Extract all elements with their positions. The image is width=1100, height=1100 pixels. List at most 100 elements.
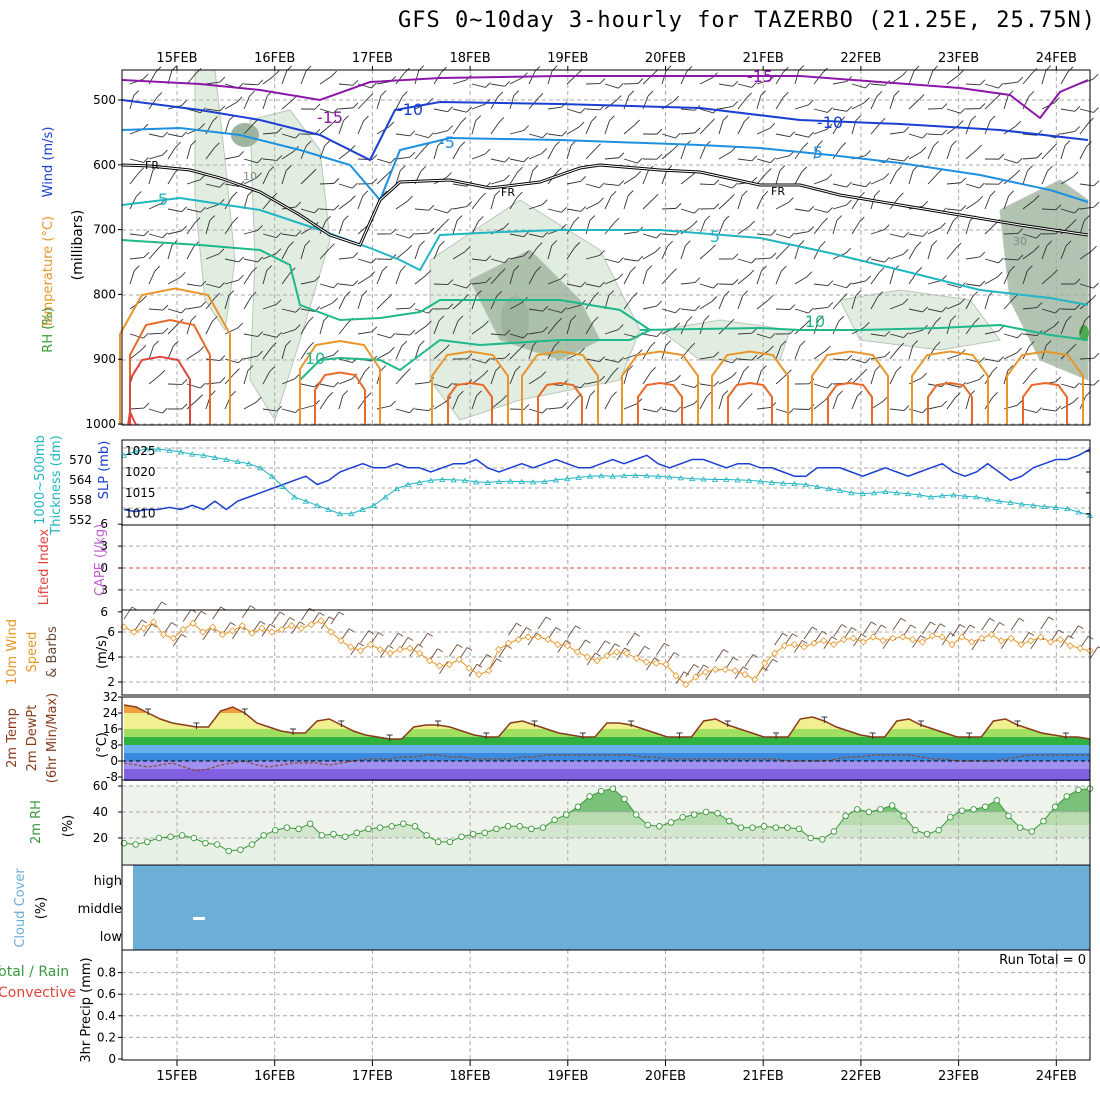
rh-shade xyxy=(839,289,1001,351)
wind-barb-flag xyxy=(876,90,883,97)
wind-barb xyxy=(794,104,809,110)
thickness-point xyxy=(757,478,764,484)
wind-barb-flag xyxy=(768,345,774,352)
y-tick-label: 800 xyxy=(93,287,116,301)
date-label-top: 16FEB xyxy=(254,51,295,66)
wind-barb xyxy=(490,357,506,360)
wind-barb xyxy=(243,401,257,410)
wind-barb xyxy=(205,253,220,260)
wind-barb xyxy=(832,108,847,112)
wind-barb xyxy=(205,203,220,210)
wind-barb-flag xyxy=(390,228,397,235)
rh-point xyxy=(120,839,128,847)
contour-10 xyxy=(121,239,652,381)
wind-barb xyxy=(471,358,486,364)
wind-barb-flag xyxy=(788,197,794,203)
contour-warm xyxy=(621,350,699,425)
wind-barb xyxy=(452,122,462,135)
rh-point xyxy=(679,813,686,821)
wind-barb-flag xyxy=(463,294,469,300)
wind-barb-flag xyxy=(933,140,939,147)
wind-barb xyxy=(547,245,553,260)
wind-barb xyxy=(718,199,730,210)
wind-barb-flag xyxy=(652,193,659,200)
wind-barb xyxy=(604,372,614,385)
wind-barb-flag xyxy=(401,340,408,347)
wind-barb-flag xyxy=(845,247,852,254)
wind10-barb xyxy=(1010,618,1020,631)
wind-barb-flag xyxy=(475,290,482,296)
wind-barb xyxy=(927,70,934,85)
wind10-barb-flag xyxy=(506,645,512,649)
wind-barb xyxy=(357,276,371,285)
wind-barb xyxy=(680,71,688,85)
wind10-barb xyxy=(508,623,517,636)
wind-barb xyxy=(262,408,277,412)
wind-barb xyxy=(528,408,543,414)
wind-barb-flag xyxy=(504,81,511,87)
wind-barb-flag xyxy=(1074,106,1081,112)
wind-barb-flag xyxy=(808,131,814,138)
wind-barb-flag xyxy=(617,273,624,279)
wind10-point xyxy=(1027,637,1035,645)
wind-barb-flag xyxy=(608,290,615,296)
lifted-tick-label: 6 xyxy=(100,605,108,619)
wind10-barb-flag xyxy=(466,647,473,651)
thickness-point xyxy=(859,490,866,497)
wind-barb-flag xyxy=(219,282,225,288)
wind-barb xyxy=(946,75,959,85)
wind-barb xyxy=(338,183,353,189)
wind-barb xyxy=(319,248,330,260)
wind-barb xyxy=(604,157,619,160)
wind-barb-flag xyxy=(400,265,406,272)
wind-barb-flag xyxy=(694,207,700,214)
contour-label-10: 10 xyxy=(305,349,325,368)
wind10-barb-flag xyxy=(1058,629,1064,634)
wind-barb-flag xyxy=(325,215,331,222)
wind-barb-flag xyxy=(789,232,795,239)
wind-barb xyxy=(186,179,201,185)
wind-barb xyxy=(775,345,782,360)
wind-barb-flag xyxy=(744,116,750,122)
wind-barb xyxy=(452,183,467,187)
wind-barb-flag xyxy=(352,252,359,258)
wind10-barb-flag xyxy=(742,666,749,671)
wind-barb-flag xyxy=(1027,265,1033,272)
wind10-point xyxy=(416,649,424,657)
wind-barb xyxy=(851,183,866,188)
wind-barb-flag xyxy=(1009,265,1015,272)
wind-barb xyxy=(661,149,674,160)
wind-barb-flag xyxy=(238,274,244,281)
wind-barb-flag xyxy=(333,107,339,114)
wind-barb xyxy=(813,283,828,287)
wind10-barb xyxy=(212,606,222,620)
wind-barb-flag xyxy=(922,306,928,313)
wind-barb-flag xyxy=(865,256,872,262)
wind10-point xyxy=(514,635,522,644)
wind10-barb xyxy=(232,626,241,639)
wind-barb xyxy=(699,249,711,260)
wind-barb-flag xyxy=(836,215,843,221)
wind-barb-flag xyxy=(636,349,643,355)
wind-barb-flag xyxy=(333,349,339,356)
thickness-point xyxy=(143,446,150,452)
wind-barb xyxy=(300,245,306,260)
wind-barb-flag xyxy=(344,291,351,297)
wind-barb xyxy=(1003,370,1009,385)
wind-barb-flag xyxy=(162,407,168,414)
thickness-point xyxy=(200,452,207,458)
wind-barb-flag xyxy=(143,230,150,237)
wind-barb-flag xyxy=(580,382,586,389)
wind-barb-flag xyxy=(1074,304,1081,310)
wind10-barb-flag xyxy=(1097,646,1100,649)
temp-band xyxy=(124,769,1090,781)
temp-bands xyxy=(124,705,1090,781)
wind-barb xyxy=(414,232,429,235)
cloud-level-label: low xyxy=(100,930,123,945)
wind-barb-flag xyxy=(426,320,432,327)
wind-barb-flag xyxy=(865,181,872,188)
wind-barb xyxy=(1041,208,1057,211)
wind-barb-flag xyxy=(457,315,464,322)
wind10-point xyxy=(623,649,631,657)
wind-barb xyxy=(661,133,676,139)
